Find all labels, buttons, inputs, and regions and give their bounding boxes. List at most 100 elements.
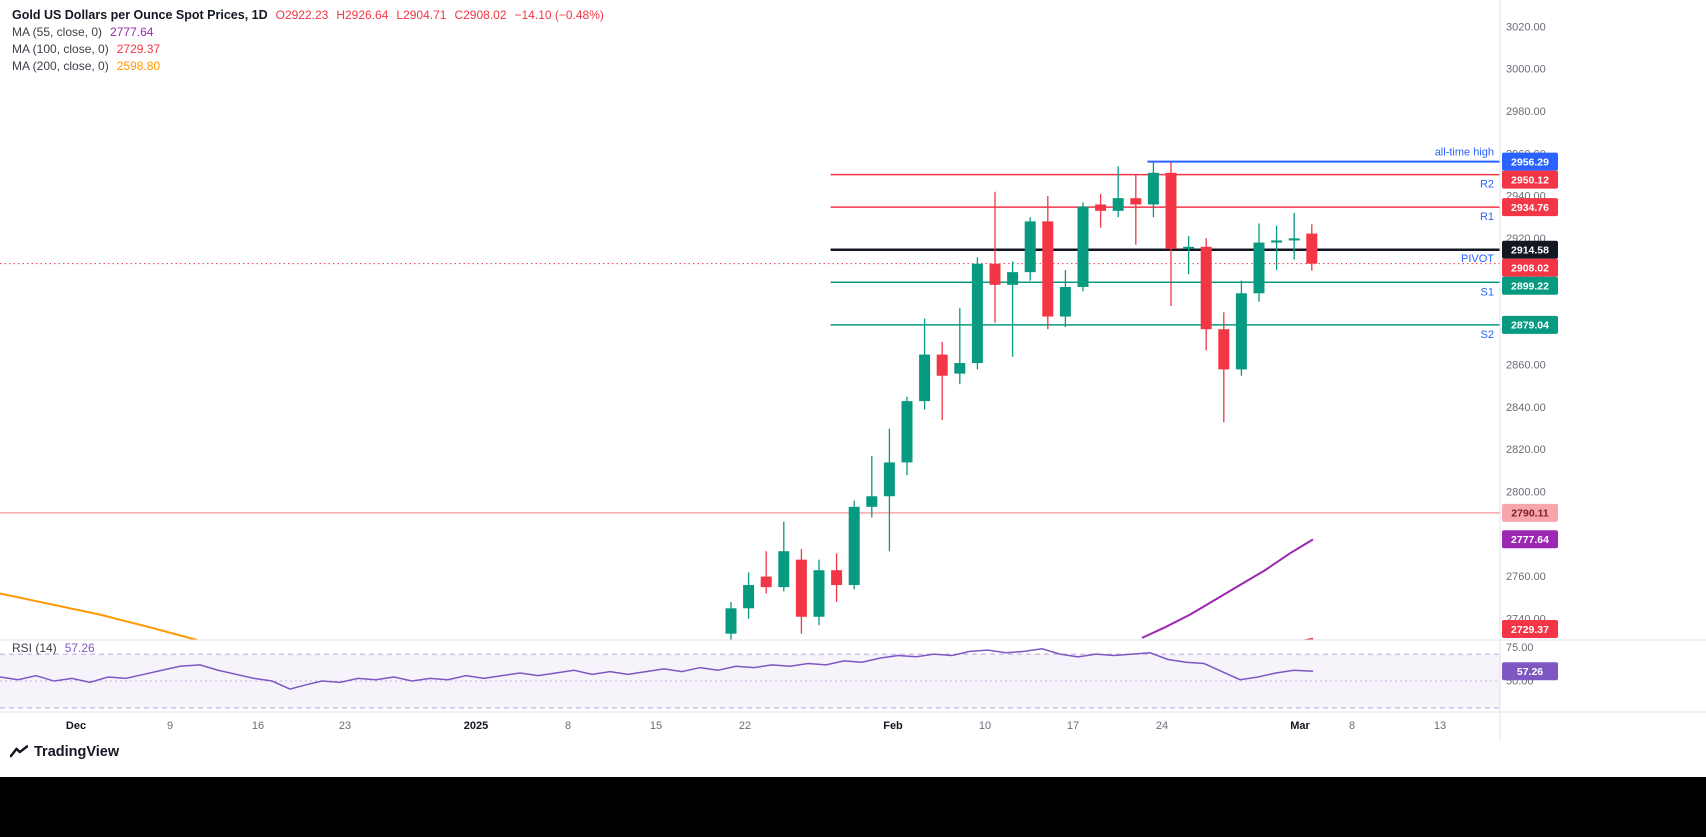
candle[interactable]	[725, 608, 737, 634]
price-axis-badge-value: 2934.76	[1511, 202, 1549, 214]
price-axis-badge	[1502, 152, 1558, 171]
time-tick-label: 22	[739, 720, 751, 732]
price-chart[interactable]: all-time high R2 R1 PIVOT S1 S2 3020.00 3000.00…	[0, 0, 1706, 777]
candle[interactable]	[1147, 172, 1159, 205]
time-tick-label: 24	[1156, 720, 1168, 732]
time-tick-label: 10	[979, 720, 991, 732]
ma200-line	[0, 592, 198, 640]
candle[interactable]	[760, 576, 772, 588]
candle[interactable]	[1007, 272, 1019, 285]
ma55-legend-row[interactable]: MA (55, close, 0) 2777.64	[12, 25, 604, 39]
rsi-value: 57.26	[64, 641, 95, 655]
rsi-tick-label: 75.00	[1506, 642, 1534, 654]
price-tick-label: 2980.00	[1506, 106, 1546, 118]
price-axis-badge-value: 2879.04	[1511, 320, 1549, 332]
brand-text: TradingView	[34, 744, 120, 760]
price-tick-label: 3020.00	[1506, 21, 1546, 33]
candle[interactable]	[1183, 246, 1195, 249]
time-tick-label: 9	[167, 720, 173, 732]
ma55-value: 2777.64	[110, 25, 154, 39]
rsi-legend-row[interactable]: RSI (14) 57.26	[12, 641, 95, 655]
level-label: all-time high	[1435, 147, 1494, 159]
price-axis-badge	[1502, 662, 1558, 681]
rsi-band	[0, 654, 1500, 708]
price-axis-badge-value: 57.26	[1517, 666, 1543, 678]
price-axis-badge	[1502, 530, 1558, 549]
candle[interactable]	[1059, 286, 1071, 317]
ma55-line	[1141, 538, 1314, 639]
price-axis-badge	[1502, 276, 1558, 295]
price-axis-badge	[1502, 620, 1558, 638]
ohlc-high: H2926.64	[336, 8, 389, 22]
candle[interactable]	[866, 496, 878, 507]
ohlc-open: O2922.23	[275, 8, 329, 22]
candle[interactable]	[1235, 293, 1247, 370]
price-tick-label: 2840.00	[1506, 402, 1546, 414]
candle[interactable]	[795, 559, 807, 617]
time-tick-label: Mar	[1290, 720, 1310, 732]
rsi-line	[0, 647, 1314, 690]
price-axis-badge	[1502, 503, 1558, 522]
candle[interactable]	[901, 401, 913, 463]
candle[interactable]	[1218, 329, 1230, 370]
candle[interactable]	[1095, 204, 1107, 211]
candle[interactable]	[1077, 206, 1089, 287]
candle[interactable]	[1306, 233, 1318, 264]
price-tick-label: 2800.00	[1506, 487, 1546, 499]
ohlc-low: L2904.71	[396, 8, 447, 22]
candle[interactable]	[1271, 240, 1283, 243]
price-tick-label: 2760.00	[1506, 571, 1546, 583]
candle[interactable]	[1165, 172, 1177, 249]
candle[interactable]	[919, 354, 931, 402]
time-tick-label: 8	[1349, 720, 1355, 732]
ma55-label: MA (55, close, 0)	[12, 25, 103, 39]
level-label: S2	[1481, 329, 1494, 341]
ohlc-close: C2908.02	[454, 8, 507, 22]
candle[interactable]	[936, 354, 948, 376]
tradingview-logo-icon	[10, 744, 28, 757]
candle[interactable]	[883, 462, 895, 497]
candle[interactable]	[954, 363, 966, 374]
price-axis-badge	[1502, 198, 1558, 217]
candle[interactable]	[813, 570, 825, 617]
price-tick-label: 2860.00	[1506, 360, 1546, 372]
candle[interactable]	[848, 506, 860, 586]
price-axis-badge-value: 2899.22	[1511, 281, 1549, 293]
price-axis-badge-value: 2914.58	[1511, 245, 1549, 257]
level-label: S1	[1481, 286, 1494, 298]
price-tick-label: 2820.00	[1506, 444, 1546, 456]
rsi-label: RSI (14)	[12, 641, 57, 655]
candle[interactable]	[971, 263, 983, 364]
tradingview-brand[interactable]: TradingView	[10, 744, 119, 760]
candle[interactable]	[1130, 198, 1142, 205]
price-axis-badge-value: 2956.29	[1511, 156, 1549, 168]
ma200-value: 2598.80	[116, 59, 161, 73]
candle[interactable]	[1253, 242, 1265, 294]
candle[interactable]	[1042, 221, 1054, 317]
ma100-legend-row[interactable]: MA (100, close, 0) 2729.37	[12, 42, 604, 56]
candle[interactable]	[1288, 238, 1300, 241]
candle[interactable]	[831, 570, 843, 586]
candle[interactable]	[989, 263, 1001, 285]
candle[interactable]	[1200, 246, 1212, 330]
candle[interactable]	[1024, 221, 1036, 273]
price-axis-badge-value: 2729.37	[1511, 624, 1549, 636]
ma200-legend-row[interactable]: MA (200, close, 0) 2598.80	[12, 59, 604, 73]
price-axis-badge-value: 2908.02	[1511, 263, 1549, 275]
time-tick-label: 17	[1067, 720, 1079, 732]
ohlc-change: −14.10 (−0.48%)	[514, 8, 604, 22]
price-axis-badge-value: 2950.12	[1511, 174, 1549, 186]
candle[interactable]	[1112, 198, 1124, 211]
time-tick-label: 16	[252, 720, 264, 732]
symbol-legend-row[interactable]: Gold US Dollars per Ounce Spot Prices, 1…	[12, 8, 604, 22]
time-tick-label: Dec	[66, 720, 86, 732]
ma100-value: 2729.37	[116, 42, 161, 56]
chart-plot-area[interactable]	[0, 0, 1500, 640]
candle[interactable]	[778, 551, 790, 588]
candles-layer[interactable]	[0, 162, 1318, 648]
price-axis-badge	[1502, 315, 1558, 334]
symbol-title[interactable]: Gold US Dollars per Ounce Spot Prices, 1…	[12, 8, 268, 22]
candle[interactable]	[743, 585, 755, 609]
time-tick-label: 15	[650, 720, 662, 732]
